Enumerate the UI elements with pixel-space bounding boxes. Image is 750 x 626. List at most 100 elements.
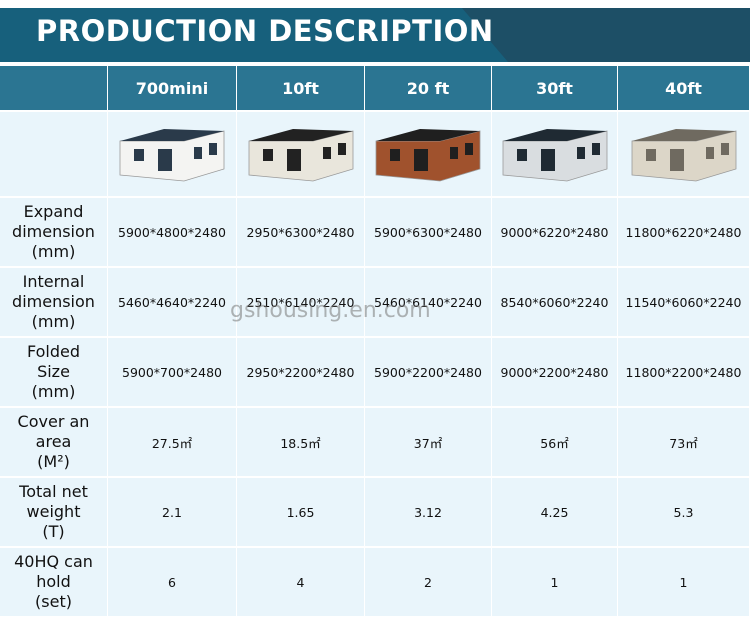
value-cell: 6	[108, 548, 237, 618]
value-cell: 4	[237, 548, 365, 618]
value-cell: 1	[492, 548, 618, 618]
cell-value: 56㎡	[540, 435, 569, 451]
column-header: 20 ft	[406, 78, 450, 98]
row-label-line: Cover an	[17, 412, 90, 431]
cell-value: 2510*6140*2240	[246, 294, 355, 310]
value-cell: 5.3	[618, 478, 750, 548]
cell-value: 27.5㎡	[151, 435, 193, 451]
image-cell	[492, 112, 618, 198]
value-cell: 37㎡	[365, 408, 492, 478]
cell-value: 1.65	[286, 504, 315, 520]
product-image	[375, 129, 481, 182]
value-cell: 18.5㎡	[237, 408, 365, 478]
cell-value: 4	[296, 574, 305, 590]
title: PRODUCTION DESCRIPTION	[36, 14, 494, 48]
value-cell: 27.5㎡	[108, 408, 237, 478]
row-label-line: (mm)	[31, 382, 76, 401]
column-header: 10ft	[282, 78, 319, 98]
value-cell: 3.12	[365, 478, 492, 548]
value-cell: 5460*4640*2240	[108, 268, 237, 338]
image-cell	[237, 112, 365, 198]
value-cell: 5900*700*2480	[108, 338, 237, 408]
column-header: 40ft	[665, 78, 702, 98]
cell-value: 5.3	[673, 504, 694, 520]
column-header: 30ft	[536, 78, 573, 98]
row-label-line: dimension	[12, 222, 95, 241]
cell-value: 1	[550, 574, 559, 590]
cell-value: 5460*6140*2240	[374, 294, 482, 310]
value-cell: 2510*6140*2240	[237, 268, 365, 338]
header-cell: 700mini	[108, 66, 237, 112]
image-cell	[365, 112, 492, 198]
row-label-line: Size	[37, 362, 70, 381]
cell-value: 9000*2200*2480	[500, 364, 609, 380]
cell-value: 2950*6300*2480	[246, 224, 355, 240]
row-label: 40HQ can hold (set)	[0, 548, 108, 618]
image-label-cell	[0, 112, 108, 198]
product-image	[631, 129, 736, 182]
cell-value: 18.5㎡	[280, 435, 321, 451]
value-cell: 9000*6220*2480	[492, 198, 618, 268]
row-label-line: dimension	[12, 292, 95, 311]
row-label-line: (M²)	[37, 452, 70, 471]
row-label-line: (T)	[42, 522, 65, 541]
header-cell: 30ft	[492, 66, 618, 112]
product-image	[119, 129, 225, 182]
cell-value: 8540*6060*2240	[500, 294, 609, 310]
cell-value: 11540*6060*2240	[625, 294, 742, 310]
value-cell: 5900*6300*2480	[365, 198, 492, 268]
cell-value: 5460*4640*2240	[118, 294, 226, 310]
value-cell: 9000*2200*2480	[492, 338, 618, 408]
header-cell: 40ft	[618, 66, 750, 112]
value-cell: 5900*4800*2480	[108, 198, 237, 268]
product-image	[502, 129, 607, 182]
image-cell	[108, 112, 237, 198]
image-cell	[618, 112, 750, 198]
row-label-line: Total net	[19, 482, 88, 501]
value-cell: 1.65	[237, 478, 365, 548]
cell-value: 9000*6220*2480	[500, 224, 609, 240]
value-cell: 5900*2200*2480	[365, 338, 492, 408]
value-cell: 56㎡	[492, 408, 618, 478]
cell-value: 2.1	[162, 504, 182, 520]
value-cell: 2950*6300*2480	[237, 198, 365, 268]
header-cell: 20 ft	[365, 66, 492, 112]
row-label: Cover an area (M²)	[0, 408, 108, 478]
value-cell: 11800*6220*2480	[618, 198, 750, 268]
row-label-line: area	[35, 432, 72, 451]
cell-value: 11800*2200*2480	[625, 364, 742, 380]
row-label: Folded Size (mm)	[0, 338, 108, 408]
row-label-line: weight	[26, 502, 81, 521]
row-label-line: (mm)	[31, 312, 76, 331]
cell-value: 5900*4800*2480	[118, 224, 226, 240]
banner-left	[0, 8, 508, 62]
row-label-line: Expand	[23, 202, 84, 221]
value-cell: 11800*2200*2480	[618, 338, 750, 408]
cell-value: 6	[168, 574, 176, 590]
value-cell: 8540*6060*2240	[492, 268, 618, 338]
header-cell: 10ft	[237, 66, 365, 112]
watermark: gshousing.en.com	[230, 298, 431, 323]
cell-value: 3.12	[414, 504, 442, 520]
row-label-line: (set)	[35, 592, 72, 611]
value-cell: 2	[365, 548, 492, 618]
row-label-line: (mm)	[31, 242, 76, 261]
value-cell: 73㎡	[618, 408, 750, 478]
value-cell: 4.25	[492, 478, 618, 548]
row-label-line: 40HQ can	[14, 552, 93, 571]
banner	[0, 8, 750, 62]
row-label-line: Folded	[26, 342, 81, 361]
product-image	[248, 129, 353, 182]
cell-value: 2	[424, 574, 432, 590]
value-cell: 5460*6140*2240	[365, 268, 492, 338]
row-label-line: Internal	[22, 272, 85, 291]
cell-value: 5900*700*2480	[122, 364, 222, 380]
value-cell: 2950*2200*2480	[237, 338, 365, 408]
cell-value: 4.25	[540, 504, 569, 520]
cell-value: 11800*6220*2480	[625, 224, 742, 240]
cell-value: 2950*2200*2480	[246, 364, 355, 380]
header-cell	[0, 66, 108, 112]
value-cell: 11540*6060*2240	[618, 268, 750, 338]
value-cell: 1	[618, 548, 750, 618]
